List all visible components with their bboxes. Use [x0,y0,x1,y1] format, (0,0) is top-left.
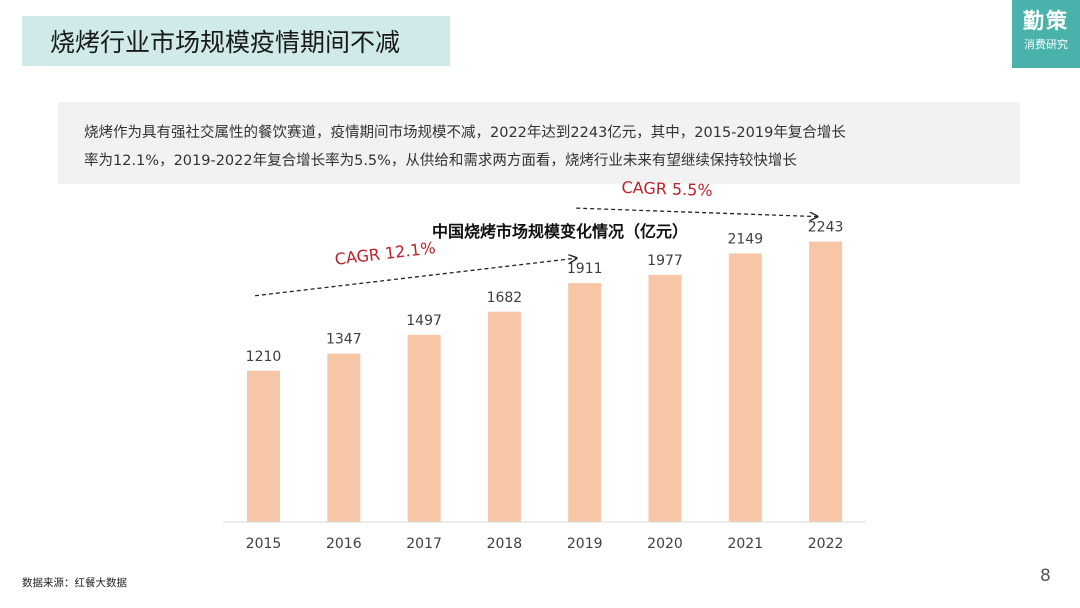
x-tick-label-2019: 2019 [567,536,603,552]
value-label-2022: 2243 [808,220,844,236]
x-tick-label-2018: 2018 [487,536,523,552]
summary-line-2: 率为12.1%，2019-2022年复合增长率为5.5%，从供给和需求两方面看，… [84,153,797,169]
brand-name: 勤策 [1023,8,1069,33]
value-label-2016: 1347 [326,332,362,348]
value-label-2019: 1911 [567,261,603,277]
x-tick-label-2015: 2015 [246,536,282,552]
bar-2015 [247,370,280,522]
x-tick-label-2020: 2020 [647,536,683,552]
chart-title: 中国烧烤市场规模变化情况（亿元） [431,222,688,241]
summary-line-1: 烧烤作为具有强社交属性的餐饮赛道，疫情期间市场规模不减，2022年达到2243亿… [84,125,846,141]
value-label-2021: 2149 [727,231,763,247]
bar-2022 [809,241,843,522]
page-title-text: 烧烤行业市场规模疫情期间不减 [50,28,401,57]
page-title: 烧烤行业市场规模疫情期间不减 [22,16,450,66]
bar-2018 [487,311,521,522]
x-tick-label-2022: 2022 [808,536,844,552]
cagr-label-1: CAGR 12.1% [334,238,437,269]
x-tick-label-2017: 2017 [406,536,442,552]
bar-2019 [568,283,602,522]
value-label-2018: 1682 [487,290,523,306]
brand-subtitle: 消费研究 [1024,38,1068,51]
cagr-label-2: CAGR 5.5% [621,178,713,200]
cagr-arrow-2 [576,207,817,217]
value-label-2015: 1210 [246,349,282,365]
data-source: 数据来源：红餐大数据 [22,577,127,589]
bar-2021 [728,253,762,522]
bar-2017 [407,334,441,522]
value-label-2020: 1977 [647,253,683,269]
x-tick-label-2021: 2021 [727,536,763,552]
page-number: 8 [1040,566,1051,586]
bar-2020 [648,274,682,522]
cagr-arrow-1 [254,258,577,297]
brand-logo: 勤策 消费研究 [1012,0,1080,68]
bar-2016 [327,353,361,522]
summary-box: 烧烤作为具有强社交属性的餐饮赛道，疫情期间市场规模不减，2022年达到2243亿… [58,102,1020,184]
x-tick-label-2016: 2016 [326,536,362,552]
value-label-2017: 1497 [406,313,442,329]
